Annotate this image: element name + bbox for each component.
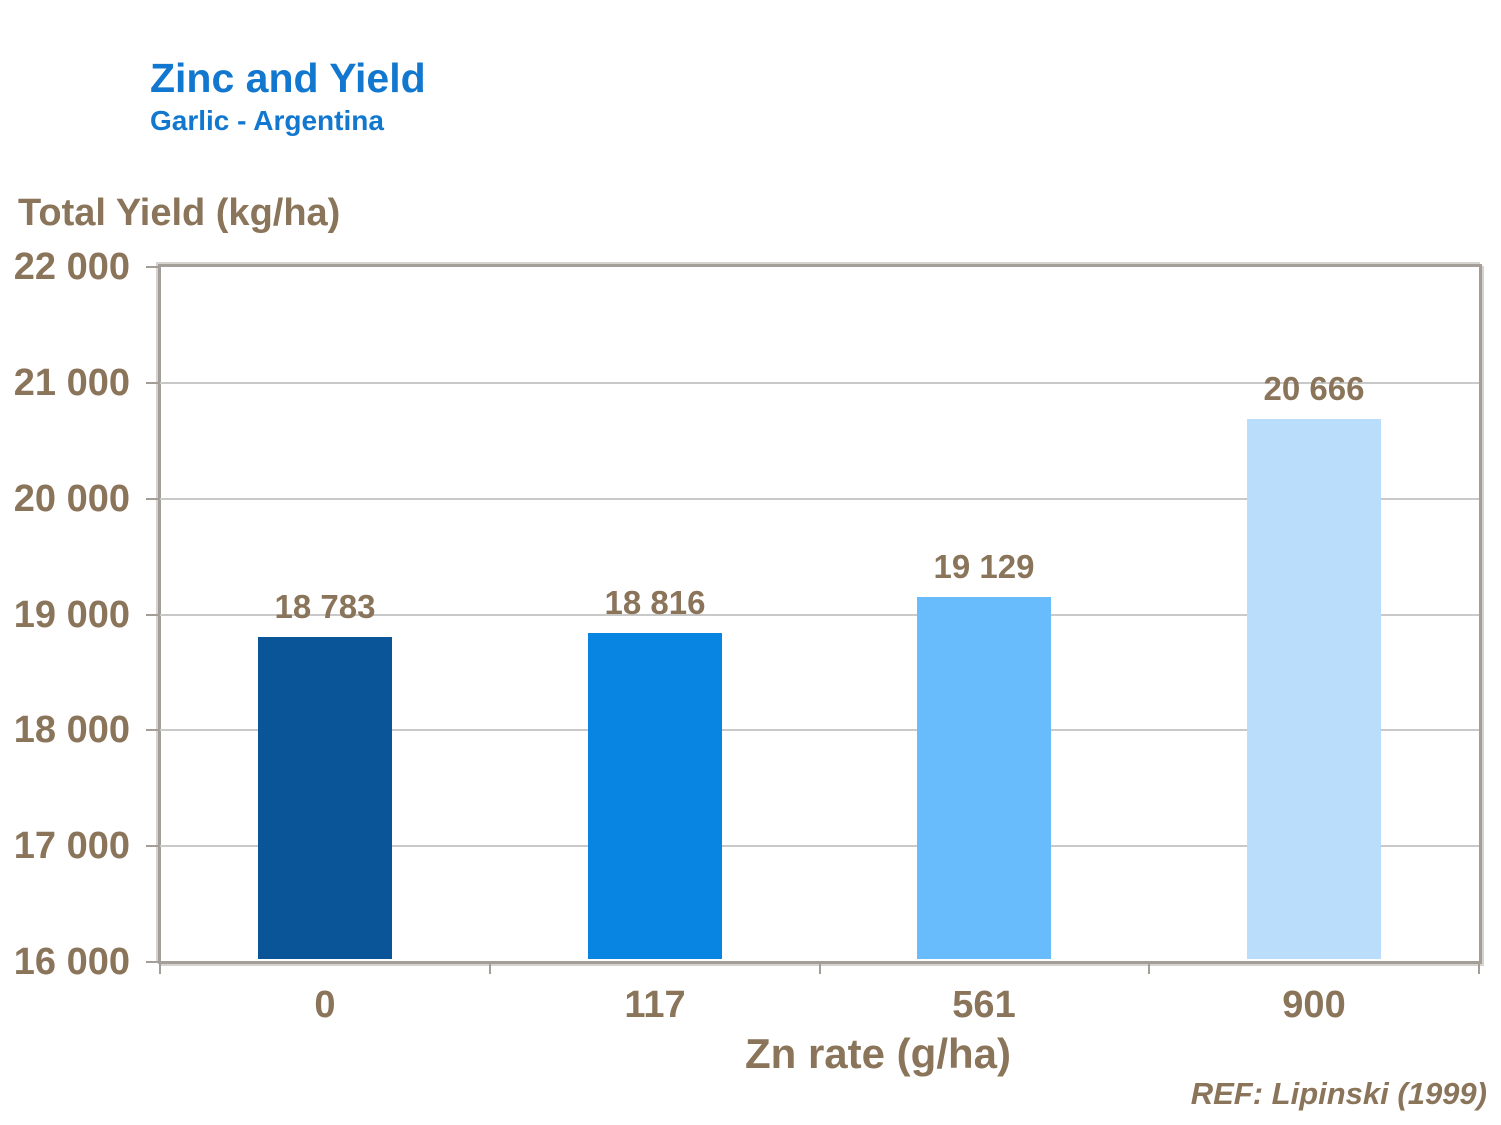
- bar-561: [917, 597, 1051, 959]
- y-tick-label: 19 000: [13, 593, 130, 636]
- y-tick-label: 16 000: [13, 941, 130, 983]
- x-category-label: 117: [624, 984, 686, 1026]
- x-tick-mark: [1148, 962, 1151, 974]
- x-category-label: 561: [952, 984, 1016, 1026]
- y-tick-label: 17 000: [13, 825, 130, 868]
- y-tick-mark: [146, 613, 160, 616]
- y-axis-title: Total Yield (kg/ha): [18, 192, 341, 234]
- y-tick-mark: [146, 497, 160, 500]
- gridline: [160, 613, 1479, 616]
- bar-117: [588, 633, 722, 959]
- reference-text: REF: Lipinski (1999): [1190, 1076, 1487, 1111]
- x-axis-title: Zn rate (g/ha): [744, 1030, 1011, 1077]
- gridline: [160, 381, 1479, 384]
- bar-value-label: 19 129: [933, 548, 1035, 585]
- y-tick-label: 22 000: [13, 246, 130, 288]
- bar-900: [1247, 419, 1381, 959]
- bar-value-label: 18 783: [274, 588, 376, 625]
- y-tick-label: 18 000: [13, 709, 130, 752]
- x-tick-mark: [818, 962, 821, 974]
- bar-0: [258, 637, 392, 959]
- x-category-label: 0: [314, 984, 336, 1026]
- chart-title: Zinc and Yield: [150, 55, 426, 101]
- y-tick-mark: [146, 266, 160, 268]
- chart-subtitle: Garlic - Argentina: [150, 105, 384, 136]
- y-tick-mark: [146, 729, 160, 732]
- x-tick-mark: [488, 962, 491, 974]
- gridline: [160, 729, 1479, 732]
- x-category-label: 900: [1282, 984, 1346, 1026]
- y-tick-mark: [146, 381, 160, 384]
- gridline: [160, 845, 1479, 848]
- y-tick-label: 21 000: [13, 361, 130, 404]
- y-tick-mark: [146, 961, 160, 963]
- x-tick-mark: [159, 962, 161, 974]
- gridline: [160, 497, 1479, 500]
- y-tick-label: 20 000: [13, 477, 130, 520]
- bar-value-label: 20 666: [1263, 370, 1365, 407]
- y-tick-mark: [146, 845, 160, 848]
- x-tick-mark: [1478, 962, 1480, 974]
- bar-value-label: 18 816: [604, 584, 706, 621]
